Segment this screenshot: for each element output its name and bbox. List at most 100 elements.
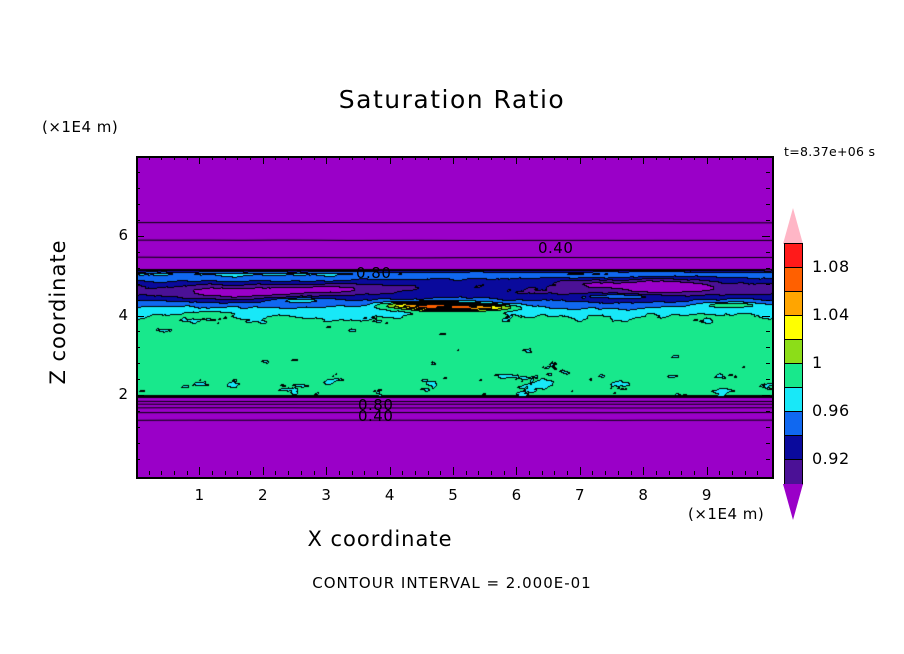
x-tick-minor-top — [288, 156, 290, 160]
y-tick-minor-right — [766, 347, 770, 349]
x-tick-major — [706, 467, 708, 475]
contour-label: 0.80 — [358, 396, 394, 414]
x-tick-minor-top — [148, 156, 150, 160]
y-tick-minor-right — [766, 219, 770, 221]
x-tick-label: 4 — [384, 486, 395, 504]
x-tick-minor — [554, 471, 556, 475]
colorbar-band — [785, 412, 802, 436]
contour-label: 0.40 — [358, 407, 394, 425]
x-tick-minor-top — [630, 156, 632, 160]
x-tick-major-top — [199, 156, 201, 164]
colorbar-band — [785, 268, 802, 292]
x-tick-minor-top — [681, 156, 683, 160]
x-tick-minor — [478, 471, 480, 475]
x-tick-minor-top — [212, 156, 214, 160]
y-tick-minor — [136, 283, 140, 285]
x-tick-minor — [757, 471, 759, 475]
y-tick-minor-right — [766, 299, 770, 301]
y-tick-minor-right — [766, 427, 770, 429]
x-tick-minor-top — [237, 156, 239, 160]
x-tick-minor-top — [440, 156, 442, 160]
x-tick-minor-top — [617, 156, 619, 160]
y-tick-minor — [136, 203, 140, 205]
y-tick-label: 4 — [118, 305, 128, 324]
x-tick-minor — [351, 471, 353, 475]
y-tick-minor — [136, 171, 140, 173]
x-tick-minor-top — [313, 156, 315, 160]
x-tick-major-top — [579, 156, 581, 164]
x-tick-minor-top — [655, 156, 657, 160]
x-tick-minor-top — [465, 156, 467, 160]
x-tick-minor — [630, 471, 632, 475]
y-tick-minor — [136, 219, 140, 221]
contour-label: 0.80 — [356, 264, 392, 282]
colorbar-bottom-cap — [783, 484, 803, 520]
x-tick-minor — [224, 471, 226, 475]
x-tick-minor — [491, 471, 493, 475]
x-tick-minor — [655, 471, 657, 475]
colorbar[interactable] — [784, 243, 803, 485]
y-tick-minor-right — [766, 187, 770, 189]
x-tick-minor — [364, 471, 366, 475]
y-tick-major-right — [762, 315, 770, 317]
x-tick-label: 7 — [575, 486, 585, 504]
x-tick-minor — [212, 471, 214, 475]
x-tick-label: 1 — [194, 486, 205, 504]
y-tick-minor — [136, 379, 140, 381]
x-tick-minor — [592, 471, 594, 475]
x-tick-minor — [744, 471, 746, 475]
x-tick-minor — [338, 471, 340, 475]
y-tick-minor-right — [766, 411, 770, 413]
x-tick-minor — [503, 471, 505, 475]
y-tick-minor-right — [766, 459, 770, 461]
x-tick-minor-top — [186, 156, 188, 160]
x-tick-minor — [693, 471, 695, 475]
x-tick-minor — [567, 471, 569, 475]
page-title: Saturation Ratio — [338, 85, 566, 114]
x-tick-major-top — [453, 156, 454, 164]
x-tick-label: 2 — [258, 486, 268, 504]
y-tick-minor-right — [766, 443, 770, 445]
x-axis-unit-label: (×1E4 m) — [688, 505, 765, 523]
colorbar-tick-label: 1.08 — [812, 257, 850, 276]
colorbar-band — [785, 460, 802, 484]
y-tick-minor-right — [766, 283, 770, 285]
x-tick-minor-top — [427, 156, 429, 160]
colorbar-tick-label: 0.96 — [812, 401, 850, 420]
x-tick-label: 8 — [638, 486, 648, 504]
x-tick-minor — [313, 471, 315, 475]
colorbar-tick-label: 1 — [812, 353, 823, 372]
x-tick-minor-top — [503, 156, 505, 160]
y-tick-major — [136, 315, 144, 317]
x-tick-major — [326, 467, 328, 475]
x-tick-minor — [148, 471, 150, 475]
x-tick-minor-top — [174, 156, 176, 160]
x-tick-label: 3 — [321, 486, 331, 504]
y-tick-label: 2 — [118, 385, 128, 404]
y-tick-minor-right — [766, 203, 770, 205]
x-tick-minor-top — [376, 156, 378, 160]
time-stamp: t=8.37e+06 s — [784, 144, 876, 159]
x-tick-minor-top — [491, 156, 493, 160]
x-tick-label: 9 — [701, 486, 712, 504]
colorbar-tick-label: 1.04 — [812, 305, 850, 324]
x-tick-minor-top — [592, 156, 594, 160]
y-tick-label: 6 — [118, 225, 128, 244]
x-tick-major-top — [706, 156, 708, 164]
y-tick-minor-right — [766, 251, 770, 253]
x-tick-minor-top — [402, 156, 404, 160]
x-tick-minor — [617, 471, 619, 475]
x-tick-label: 5 — [448, 486, 458, 504]
contour-plot-area[interactable] — [136, 156, 774, 479]
x-tick-minor-top — [161, 156, 163, 160]
x-tick-minor — [465, 471, 467, 475]
x-tick-minor-top — [731, 156, 733, 160]
x-tick-minor — [250, 471, 252, 475]
colorbar-band — [785, 436, 802, 460]
x-tick-minor-top — [300, 156, 302, 160]
colorbar-band — [785, 316, 802, 340]
x-tick-minor — [605, 471, 607, 475]
x-axis-title: X coordinate — [307, 527, 453, 551]
x-tick-minor-top — [719, 156, 721, 160]
x-tick-major — [262, 467, 264, 475]
